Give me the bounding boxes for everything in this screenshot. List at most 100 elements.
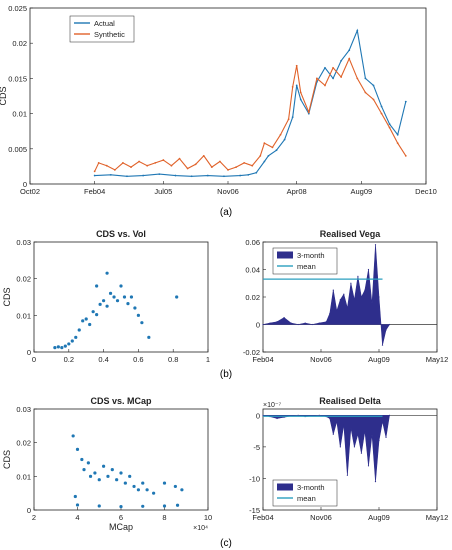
data-point-3-month: [262, 414, 264, 416]
panel-label-c: (c): [220, 538, 232, 549]
data-point-synthetic: [186, 167, 189, 170]
scatter-point: [122, 295, 127, 299]
data-point-synthetic: [307, 111, 310, 114]
data-point-3-month: [350, 282, 352, 284]
scatter-point: [75, 447, 80, 451]
scatter-point: [97, 478, 101, 482]
data-point-actual: [223, 175, 225, 178]
x-tick-label: Aug09: [351, 187, 373, 196]
data-point-actual: [396, 133, 399, 136]
x-tick-label: 0.2: [64, 355, 74, 364]
data-point-synthetic: [299, 91, 302, 94]
scatter-point: [152, 491, 156, 495]
data-point-synthetic: [227, 169, 229, 171]
y-tick-label: 0.01: [16, 472, 31, 481]
y-tick-label: 0.02: [16, 275, 31, 284]
y-tick-label: 0: [256, 411, 260, 420]
data-point-synthetic: [356, 77, 359, 80]
data-point-3-month: [339, 446, 341, 448]
data-point-synthetic: [287, 118, 290, 121]
scatter-point: [106, 474, 110, 478]
data-point-3-month: [318, 414, 320, 416]
y-tick-label: 0.04: [245, 266, 260, 275]
data-point-actual: [372, 84, 375, 87]
data-point-3-month: [360, 296, 363, 298]
scatter-point: [162, 481, 167, 485]
data-point-synthetic: [263, 142, 266, 145]
x-tick-label: 0.6: [133, 355, 143, 364]
y-tick-label: -5: [253, 443, 260, 452]
y-tick-label: 0: [27, 506, 31, 515]
x-tick-label: 6: [119, 513, 123, 522]
data-point-3-month: [388, 414, 391, 416]
data-point-synthetic: [162, 159, 165, 161]
scatter-point: [145, 488, 149, 492]
scatter-point: [86, 461, 90, 465]
scatter-point: [175, 503, 180, 507]
data-point-3-month: [329, 312, 331, 315]
scatter-point: [70, 339, 74, 343]
data-point-synthetic: [97, 161, 100, 164]
y-tick-label: 0.03: [16, 238, 31, 247]
data-point-3-month: [385, 436, 387, 439]
data-point-actual: [348, 49, 351, 52]
data-point-synthetic: [170, 164, 173, 167]
scatter-point: [136, 488, 140, 492]
data-point-synthetic: [372, 98, 375, 101]
data-point-3-month: [346, 307, 348, 309]
x-tick-label: 1: [206, 355, 210, 364]
x-tick-label: 8: [162, 513, 166, 522]
y-tick-label: -15: [249, 506, 260, 515]
data-point-3-month: [332, 289, 334, 291]
plot-area: [33, 408, 209, 511]
data-point-actual: [275, 149, 278, 152]
data-point-synthetic: [154, 161, 157, 164]
scatter-point: [119, 505, 123, 509]
data-point-actual: [93, 174, 96, 177]
x-tick-label: May12: [426, 355, 449, 364]
data-point-3-month: [353, 299, 355, 301]
data-point-3-month: [346, 474, 348, 476]
data-point-3-month: [336, 421, 338, 423]
x-tick-label: 2: [32, 513, 36, 522]
scatter-point: [73, 494, 77, 499]
chart-b-left: CDS vs. Vol CDS 0 0.01 0.02 0.03 0 0.2 0.4 0.6 0.8…: [2, 229, 210, 364]
x-tick-label: Aug09: [368, 513, 390, 522]
scatter-point: [119, 471, 123, 475]
data-point-synthetic: [259, 154, 262, 157]
scatter-point: [123, 481, 127, 485]
data-point-actual: [174, 174, 177, 177]
data-point-3-month: [276, 417, 278, 420]
data-point-synthetic: [324, 84, 326, 87]
x-axis-label: MCap: [109, 522, 133, 532]
legend-entry-mean: mean: [297, 262, 316, 271]
chart-title: Realised Vega: [320, 229, 382, 239]
data-point-synthetic: [388, 126, 391, 129]
data-point-synthetic: [93, 170, 96, 173]
data-point-synthetic: [279, 133, 282, 136]
data-point-synthetic: [194, 163, 197, 166]
scatter-point: [60, 346, 64, 350]
scatter-point: [93, 471, 97, 475]
scatter-point: [88, 322, 92, 327]
data-point-actual: [332, 77, 334, 80]
data-point-synthetic: [251, 164, 254, 167]
scatter-point: [71, 434, 75, 438]
data-point-3-month: [374, 480, 377, 483]
data-point-synthetic: [315, 77, 318, 80]
data-point-3-month: [350, 427, 352, 429]
data-point-synthetic: [210, 166, 213, 169]
x-tick-label: Oct02: [20, 187, 40, 196]
data-point-3-month: [367, 465, 370, 467]
data-point-actual: [126, 175, 128, 178]
y-tick-label: -10: [249, 474, 260, 483]
scatter-point: [80, 457, 84, 462]
y-axis-label: CDS: [0, 86, 8, 105]
data-point-3-month: [283, 317, 285, 319]
x-tick-label: 0.8: [168, 355, 178, 364]
scatter-point: [140, 321, 144, 325]
legend-swatch-3-month: [277, 483, 293, 491]
data-point-synthetic: [219, 160, 221, 163]
data-point-3-month: [371, 433, 373, 435]
data-point-3-month: [336, 310, 338, 312]
